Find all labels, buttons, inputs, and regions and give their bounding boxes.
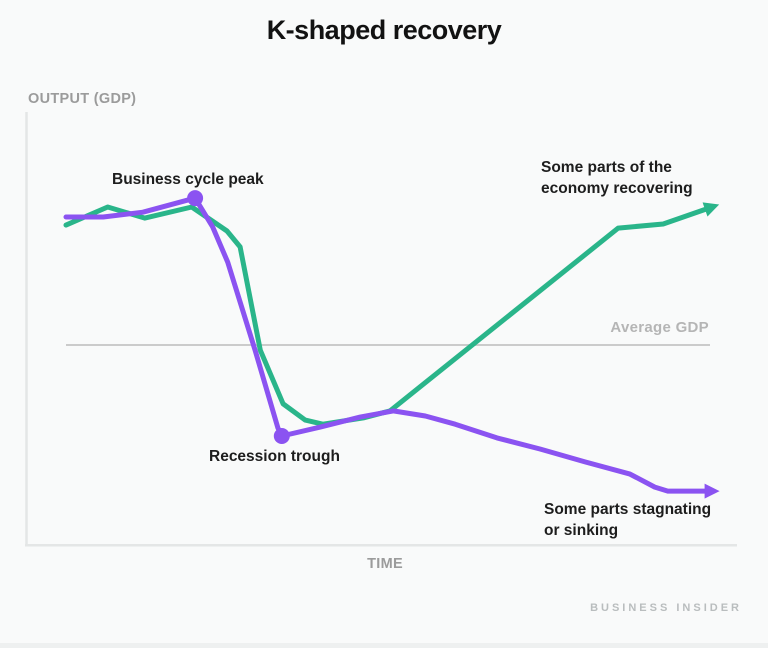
average-gdp-label: Average GDP (610, 319, 709, 336)
annotation-recovering: Some parts of the economy recovering (541, 159, 693, 197)
y-axis-label: OUTPUT (GDP) (28, 91, 137, 107)
x-axis-label: TIME (367, 556, 403, 572)
chart-title: K-shaped recovery (266, 15, 502, 45)
annotation-business-cycle-peak: Business cycle peak (112, 171, 264, 188)
business-insider-logo: BUSINESS INSIDER (590, 602, 742, 614)
annotation-sinking: Some parts stagnating or sinking (544, 501, 712, 539)
footer-strip (0, 643, 768, 648)
trough-marker-dot (273, 428, 290, 444)
annotation-recession-trough: Recession trough (209, 448, 340, 465)
series-recovering-line (63, 202, 720, 427)
peak-marker-dot (187, 190, 204, 207)
series-stagnating-line (63, 195, 720, 499)
